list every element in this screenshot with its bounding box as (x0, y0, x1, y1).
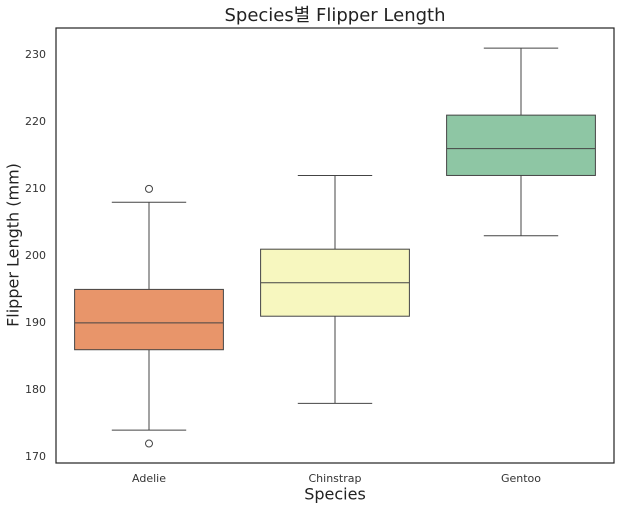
y-tick-label: 190 (25, 316, 46, 329)
x-axis-label: Species (304, 485, 366, 504)
y-tick-label: 230 (25, 48, 46, 61)
box (74, 288, 224, 351)
x-tick-label: Gentoo (501, 472, 541, 485)
y-axis-label: Flipper Length (mm) (4, 163, 23, 327)
y-tick-label: 220 (25, 115, 46, 128)
outlier (145, 184, 153, 193)
box (446, 114, 596, 176)
y-tick-label: 210 (25, 182, 46, 195)
y-tick-label: 170 (25, 450, 46, 463)
plot-frame (55, 27, 615, 464)
y-tick-label: 200 (25, 249, 46, 262)
x-tick-label: Adelie (132, 472, 166, 485)
y-tick-label: 180 (25, 383, 46, 396)
chart-title: Species별 Flipper Length (224, 5, 445, 26)
x-tick-label: Chinstrap (309, 472, 362, 485)
outlier (145, 439, 153, 448)
